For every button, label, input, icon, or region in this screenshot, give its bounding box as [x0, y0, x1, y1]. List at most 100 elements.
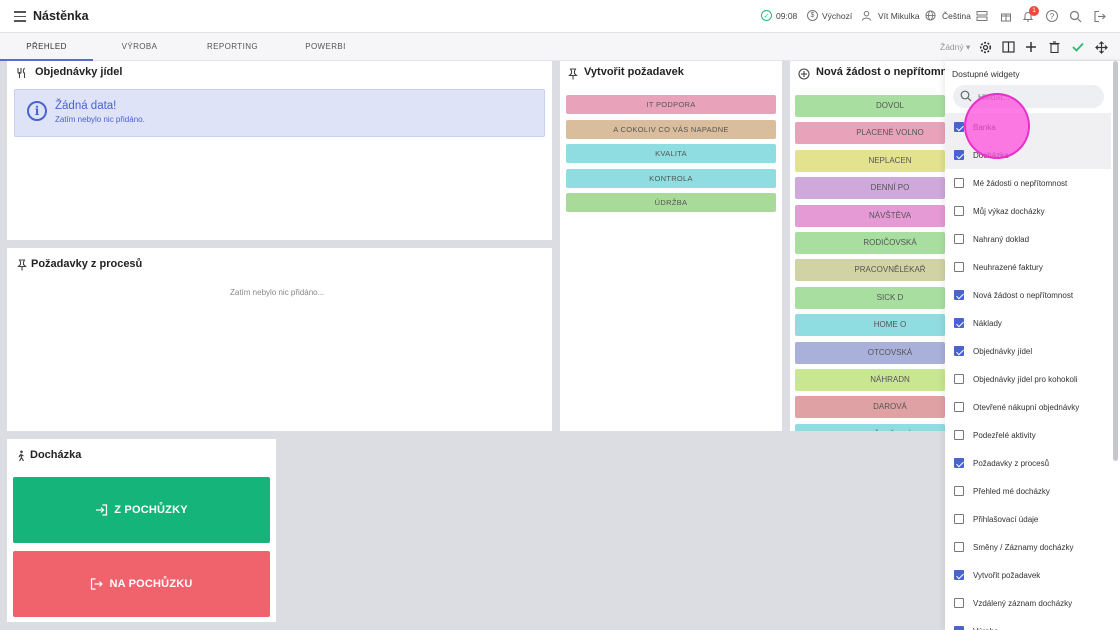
language-selector[interactable]: Čeština: [925, 10, 971, 21]
request-button[interactable]: IT PODPORA: [566, 95, 776, 114]
absence-type-button[interactable]: OTCOVSKÁ: [795, 341, 945, 364]
absence-type-button[interactable]: SICK D: [795, 286, 945, 309]
nodata-title: Žádná data!: [55, 100, 117, 112]
absence-title: Nová žádost o nepřítomnos: [816, 66, 950, 78]
server-icon[interactable]: [975, 9, 989, 23]
widget-checkbox[interactable]: [954, 598, 964, 608]
globe-icon: [925, 10, 936, 21]
widget-checkbox[interactable]: [954, 234, 964, 244]
panel-scrollbar[interactable]: [1113, 61, 1118, 461]
request-button[interactable]: KVALITA: [566, 144, 776, 163]
widget-list-item[interactable]: Přehled mé docházky: [945, 477, 1111, 505]
widget-list-item[interactable]: Mé žádosti o nepřítomnost: [945, 169, 1111, 197]
request-button[interactable]: ÚDRŽBA: [566, 193, 776, 212]
confirm-icon[interactable]: [1071, 40, 1085, 54]
to-errand-button[interactable]: NA POCHŮZKU: [13, 551, 270, 617]
widget-label: Podezřelé aktivity: [973, 430, 1036, 440]
pin-icon: [17, 259, 27, 271]
absence-type-button[interactable]: DAROVÁ: [795, 396, 945, 419]
absence-type-label: NÁVŠTĚVA: [868, 210, 912, 220]
plus-circle-icon: [798, 68, 810, 80]
widget-list-item[interactable]: Přihlašovací údaje: [945, 505, 1111, 533]
info-icon: i: [27, 101, 47, 121]
absence-type-label: RODIČOVSKÁ: [863, 238, 917, 247]
widget-label: Otevřené nákupní objednávky: [973, 402, 1080, 412]
process-empty-text: Zatím nebylo nic přidáno...: [230, 288, 325, 297]
from-errand-label: Z POCHŮZKY: [114, 504, 188, 516]
widget-checkbox[interactable]: [954, 346, 964, 356]
widget-list-item[interactable]: Otevřené nákupní objednávky: [945, 393, 1111, 421]
widget-checkbox[interactable]: [954, 402, 964, 412]
request-button[interactable]: A COKOLIV CO VÁS NAPADNE: [566, 119, 776, 139]
widget-list-item[interactable]: Směny / Záznamy docházky: [945, 533, 1111, 561]
absence-type-button[interactable]: NÁVŠTĚVA: [795, 204, 945, 227]
widget-checkbox[interactable]: [954, 486, 964, 496]
request-button[interactable]: KONTROLA: [566, 168, 776, 188]
widget-checkbox[interactable]: [954, 206, 964, 216]
widget-checkbox[interactable]: [954, 318, 964, 328]
widget-checkbox[interactable]: [954, 514, 964, 524]
filter-dropdown[interactable]: Žádný ▾: [940, 42, 970, 53]
time-indicator[interactable]: ✓ 09:08: [761, 10, 797, 21]
absence-type-label: DOVOL: [875, 101, 904, 110]
trash-icon[interactable]: [1047, 40, 1061, 54]
absence-type-button[interactable]: PLACENÉ VOLNO: [795, 122, 945, 145]
gift-icon[interactable]: [999, 9, 1013, 23]
widgets-panel-title: Dostupné widgety: [952, 69, 1020, 79]
widget-list-item[interactable]: Objednávky jídel: [945, 337, 1111, 365]
search-icon[interactable]: [1068, 9, 1082, 23]
add-icon[interactable]: [1024, 40, 1038, 54]
widget-checkbox[interactable]: [954, 626, 964, 630]
layout-icon[interactable]: [1001, 40, 1015, 54]
widget-list-item[interactable]: Výroba: [945, 617, 1111, 630]
absence-type-button[interactable]: PRACOVNĚLÉKAŘ: [795, 259, 945, 282]
logout-icon[interactable]: [1092, 9, 1106, 23]
widget-checkbox[interactable]: [954, 150, 964, 160]
widget-label: Vytvořit požadavek: [973, 570, 1041, 580]
absence-type-button[interactable]: NEPLACEN: [795, 149, 945, 172]
widget-checkbox[interactable]: [954, 430, 964, 440]
tab-reporting[interactable]: REPORTING: [206, 42, 258, 51]
absence-type-label: OTCOVSKÁ: [867, 347, 913, 357]
widget-list-item[interactable]: Neuhrazené faktury: [945, 253, 1111, 281]
move-icon[interactable]: [1094, 40, 1108, 54]
settings-icon[interactable]: [978, 40, 992, 54]
tab-powerbi[interactable]: POWERBI: [305, 42, 346, 51]
widget-checkbox[interactable]: [954, 458, 964, 468]
widget-checkbox[interactable]: [954, 122, 964, 132]
user-icon: [861, 10, 872, 21]
widget-checkbox[interactable]: [954, 570, 964, 580]
widget-list-item[interactable]: Požadavky z procesů: [945, 449, 1111, 477]
process-widget: Požadavky z procesů: [7, 248, 552, 431]
widget-checkbox[interactable]: [954, 290, 964, 300]
widget-checkbox[interactable]: [954, 178, 964, 188]
absence-type-button[interactable]: RODIČOVSKÁ: [795, 232, 945, 254]
status-selector[interactable]: $ Výchozí: [807, 10, 852, 21]
help-icon[interactable]: ?: [1045, 9, 1059, 23]
widget-list-item[interactable]: Nová žádost o nepřítomnost: [945, 281, 1111, 309]
from-errand-button[interactable]: Z POCHŮZKY: [13, 477, 270, 543]
absence-type-button[interactable]: HOME O: [795, 314, 945, 337]
widget-checkbox[interactable]: [954, 374, 964, 384]
widget-list-item[interactable]: Nahraný doklad: [945, 225, 1111, 253]
absence-type-button[interactable]: DOVOL: [795, 95, 945, 117]
tab-vyroba[interactable]: VÝROBA: [121, 42, 158, 51]
absence-type-button[interactable]: OŠETŘOVÁ: [795, 423, 945, 431]
widget-checkbox[interactable]: [954, 262, 964, 272]
widget-checkbox[interactable]: [954, 542, 964, 552]
pin-icon: [568, 68, 578, 80]
absence-type-button[interactable]: NÁHRADN: [795, 369, 945, 391]
absence-type-label: SICK D: [876, 292, 904, 302]
widget-list-item[interactable]: Objednávky jídel pro kohokoli: [945, 365, 1111, 393]
absence-type-label: OŠETŘOVÁ: [795, 424, 945, 431]
user-menu[interactable]: Vít Mikulka: [861, 10, 920, 21]
tab-prehled[interactable]: PŘEHLED: [0, 33, 93, 61]
widget-list-item[interactable]: Náklady: [945, 309, 1111, 337]
widget-list-item[interactable]: Vzdálený záznam docházky: [945, 589, 1111, 617]
widget-list-item[interactable]: Můj výkaz docházky: [945, 197, 1111, 225]
menu-icon[interactable]: [14, 11, 26, 22]
widget-list-item[interactable]: Podezřelé aktivity: [945, 421, 1111, 449]
widget-list-item[interactable]: Vytvořit požadavek: [945, 561, 1111, 589]
absence-type-button[interactable]: DENNÍ PO: [795, 177, 945, 200]
widget-label: Objednávky jídel pro kohokoli: [973, 374, 1078, 384]
